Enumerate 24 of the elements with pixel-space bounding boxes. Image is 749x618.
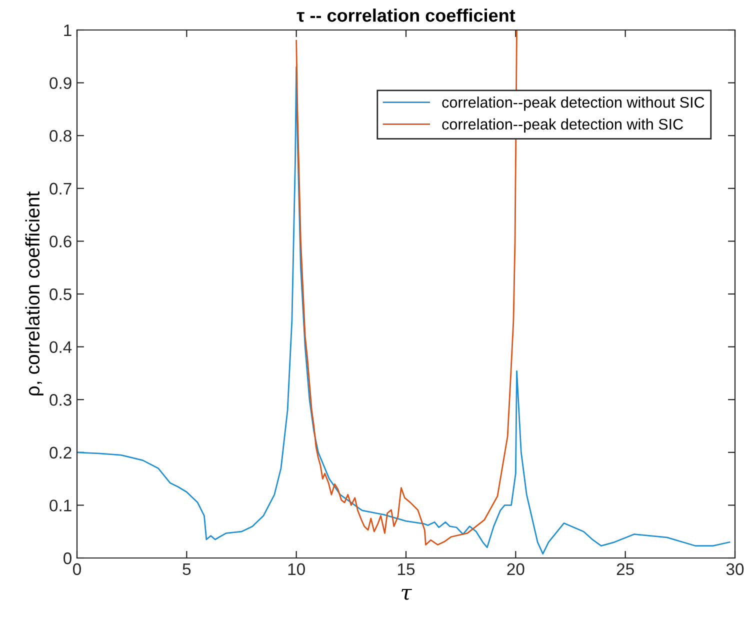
y-tick-label: 0.6 <box>50 236 72 248</box>
y-tick-label: 0.8 <box>50 130 72 142</box>
legend-label: correlation--peak detection without SIC <box>442 96 704 111</box>
x-axis-title: τ <box>402 588 412 600</box>
chart-title: τ -- correlation coefficient <box>296 8 516 22</box>
y-tick-label: 0.3 <box>50 394 72 406</box>
x-tick-label: 20 <box>507 563 524 576</box>
x-tick-label: 0 <box>73 563 81 576</box>
legend-label: correlation--peak detection with SIC <box>442 118 683 133</box>
x-tick-label: 5 <box>182 563 191 576</box>
y-tick-label: 1 <box>64 24 72 36</box>
x-tick-label: 25 <box>616 563 634 576</box>
y-tick-label: 0.4 <box>50 341 72 354</box>
line-series <box>77 66 730 554</box>
y-tick-label: 0.7 <box>50 182 72 195</box>
x-tick-label: 15 <box>398 563 415 576</box>
y-tick-label: 0 <box>64 552 72 564</box>
x-tick-label: 10 <box>288 563 305 576</box>
y-tick-label: 0.5 <box>50 288 72 300</box>
y-axis-title: ρ, correlation coefficient <box>25 192 44 396</box>
x-tick-label: 30 <box>726 563 744 576</box>
y-tick-label: 0.9 <box>50 77 72 90</box>
y-tick-label: 0.1 <box>50 500 72 512</box>
y-tick-label: 0.2 <box>50 446 72 459</box>
